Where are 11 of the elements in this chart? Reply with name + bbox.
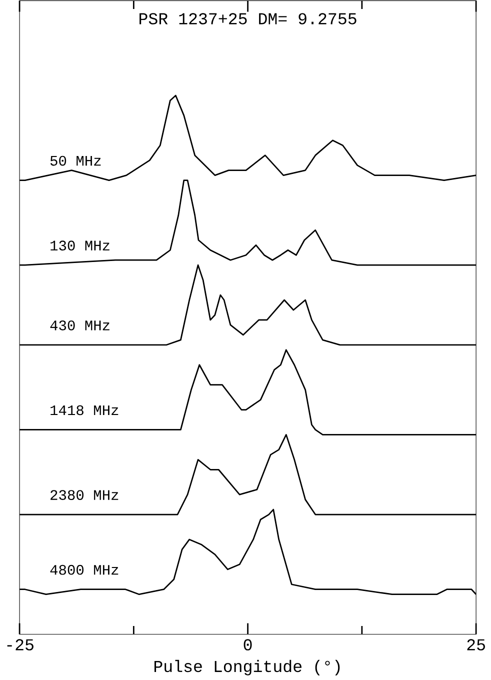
series-label: 1418 MHz: [50, 405, 118, 416]
series-label: 430 MHz: [50, 320, 110, 330]
series-label: 4800 MHz: [50, 564, 118, 575]
x-tick-label: 0: [244, 639, 252, 650]
series-label: 50 MHz: [50, 156, 101, 166]
series-label: 130 MHz: [50, 240, 110, 251]
series-label: 2380 MHz: [50, 490, 118, 500]
chart-title: PSR 1237+25 DM= 9.2755: [140, 13, 356, 24]
x-tick-label: 25: [467, 639, 486, 650]
x-axis-title: Pulse Longitude (°): [154, 660, 340, 676]
x-tick-label: -25: [8, 639, 34, 650]
